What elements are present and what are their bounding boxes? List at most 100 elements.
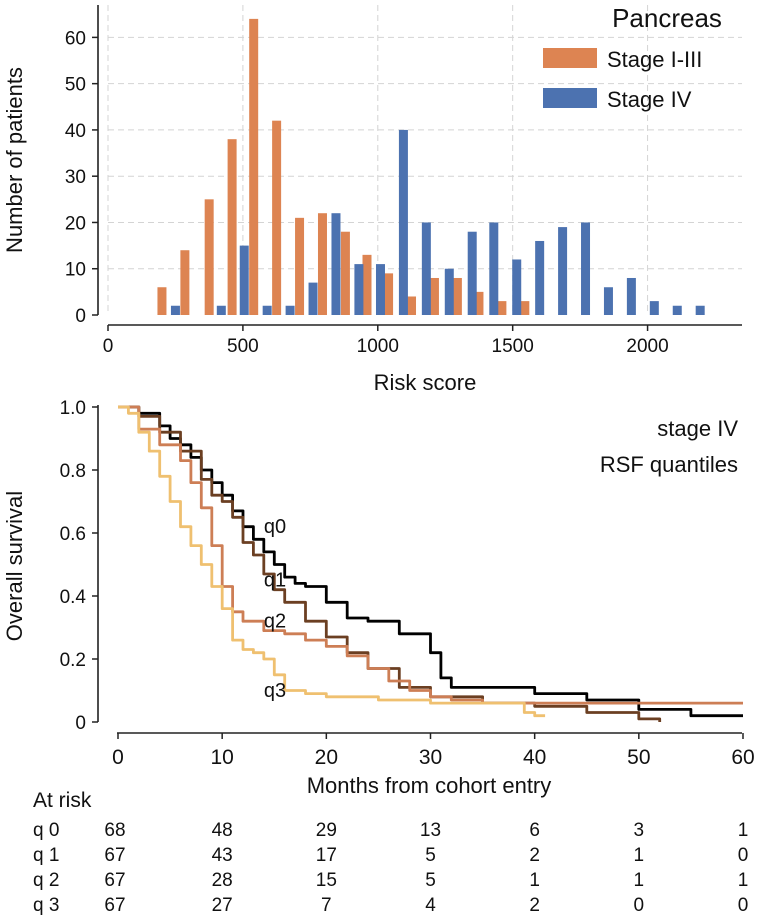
bar-stage-i-iii bbox=[249, 18, 259, 316]
bar-stage-i-iii bbox=[520, 301, 530, 315]
bar-stage-iv bbox=[672, 305, 682, 315]
survival-x-tick-label: 60 bbox=[731, 746, 754, 769]
histogram-y-tick-label: 30 bbox=[65, 167, 86, 188]
bar-stage-iv bbox=[308, 282, 318, 315]
histogram-panel: 0 10 20 30 40 50 60 0 500 1000 1500 2000 Risk scor… bbox=[2, 3, 742, 395]
histogram-x-tick-label: 2000 bbox=[626, 336, 668, 357]
survival-y-label: Overall survival bbox=[2, 491, 27, 641]
bar-stage-i-iii bbox=[204, 199, 214, 315]
at-risk-count: 0 bbox=[738, 895, 749, 916]
histogram-y-tick-label: 60 bbox=[65, 28, 86, 49]
bar-stage-iv bbox=[216, 305, 226, 315]
histogram-legend: Pancreas Stage I-III Stage IV bbox=[543, 3, 722, 112]
bar-stage-i-iii bbox=[362, 254, 372, 315]
histogram-y-ticks: 0 10 20 30 40 50 60 bbox=[65, 28, 98, 327]
bar-stage-iv bbox=[421, 222, 431, 315]
histogram-x-tick-label: 1500 bbox=[492, 336, 534, 357]
at-risk-count: 1 bbox=[529, 870, 540, 891]
at-risk-count: 4 bbox=[425, 895, 436, 916]
bar-stage-iv bbox=[444, 268, 454, 315]
histogram-x-tick-label: 0 bbox=[103, 336, 114, 357]
at-risk-count: 28 bbox=[212, 870, 233, 891]
bar-stage-iv bbox=[603, 287, 613, 315]
survival-x-ticks: 0 10 20 30 40 50 60 bbox=[112, 733, 755, 769]
at-risk-count: 67 bbox=[104, 895, 125, 916]
survival-y-ticks: 0 0.2 0.4 0.6 0.8 1.0 bbox=[60, 398, 98, 734]
at-risk-row-label: q 3 bbox=[33, 895, 59, 916]
bar-stage-iv bbox=[535, 240, 545, 315]
at-risk-title: At risk bbox=[33, 789, 92, 812]
bar-stage-iv bbox=[512, 259, 522, 315]
bar-stage-iv bbox=[262, 305, 272, 315]
survival-y-tick-label: 0.8 bbox=[60, 461, 86, 482]
at-risk-count: 7 bbox=[321, 895, 332, 916]
curve-label-q2: q2 bbox=[264, 611, 286, 633]
at-risk-count: 17 bbox=[316, 845, 337, 866]
bar-stage-iv bbox=[398, 129, 408, 315]
legend-label-stage-iv: Stage IV bbox=[607, 87, 692, 112]
bar-stage-i-iii bbox=[429, 277, 439, 315]
at-risk-count: 43 bbox=[212, 845, 233, 866]
survival-panel: 00.20.40.60.81.0 0 10 20 30 40 50 60 q0q1q2q3 … bbox=[2, 398, 755, 798]
at-risk-row-label: q 2 bbox=[33, 870, 59, 891]
survival-curve-labels: q0 q1 q2 q3 bbox=[264, 516, 286, 702]
curve-label-q1: q1 bbox=[264, 570, 286, 592]
bar-stage-i-iii bbox=[497, 301, 507, 315]
at-risk-count: 6 bbox=[529, 820, 540, 841]
histogram-y-tick-label: 40 bbox=[65, 121, 86, 142]
at-risk-count: 67 bbox=[104, 845, 125, 866]
bar-stage-iv bbox=[285, 305, 295, 315]
survival-x-tick-label: 10 bbox=[210, 746, 233, 769]
at-risk-count: 1 bbox=[738, 870, 749, 891]
at-risk-count: 0 bbox=[738, 845, 749, 866]
bar-stage-i-iii bbox=[317, 213, 327, 315]
bar-stage-i-iii bbox=[407, 296, 417, 315]
bar-stage-iv bbox=[649, 301, 659, 315]
bar-stage-iv bbox=[170, 305, 180, 315]
at-risk-count: 15 bbox=[316, 870, 337, 891]
at-risk-count: 0 bbox=[634, 895, 645, 916]
at-risk-table: At risk q 0 68 48 29 13 6 3 1q 1 67 43 17 5 2 1 0q 2 67… bbox=[33, 789, 748, 916]
at-risk-count: 48 bbox=[212, 820, 233, 841]
bar-stage-iv bbox=[558, 227, 568, 315]
survival-x-tick-label: 30 bbox=[419, 746, 442, 769]
bar-stage-i-iii bbox=[340, 231, 350, 315]
at-risk-count: 27 bbox=[212, 895, 233, 916]
bar-stage-i-iii bbox=[474, 291, 484, 315]
survival-x-tick-label: 0 bbox=[112, 746, 124, 769]
at-risk-count: 29 bbox=[316, 820, 337, 841]
bar-stage-iv bbox=[239, 245, 249, 315]
bar-stage-i-iii bbox=[295, 217, 305, 315]
bar-stage-i-iii bbox=[157, 287, 167, 315]
bar-stage-i-iii bbox=[227, 139, 237, 315]
bar-stage-i-iii bbox=[452, 277, 462, 315]
curve-label-q3: q3 bbox=[264, 680, 286, 702]
at-risk-count: 1 bbox=[634, 845, 645, 866]
bar-stage-iv bbox=[354, 264, 364, 315]
bar-stage-iv bbox=[331, 213, 341, 315]
bar-stage-iv bbox=[695, 305, 705, 315]
legend-swatch-stage-iv bbox=[543, 88, 597, 108]
histogram-y-tick-label: 0 bbox=[75, 306, 86, 327]
at-risk-count: 3 bbox=[634, 820, 645, 841]
bar-stage-iv bbox=[489, 222, 499, 315]
legend-label-stage-i-iii: Stage I-III bbox=[607, 47, 702, 72]
histogram-x-ticks: 0 500 1000 1500 2000 bbox=[103, 325, 669, 357]
survival-x-tick-label: 20 bbox=[315, 746, 338, 769]
curve-label-q0: q0 bbox=[264, 516, 286, 538]
at-risk-count: 2 bbox=[529, 845, 540, 866]
bar-stage-i-iii bbox=[180, 250, 190, 315]
at-risk-count: 13 bbox=[420, 820, 441, 841]
histogram-y-label: Number of patients bbox=[2, 67, 27, 253]
survival-x-label: Months from cohort entry bbox=[307, 773, 552, 798]
bar-stage-iv bbox=[467, 231, 477, 315]
at-risk-row-label: q 0 bbox=[33, 820, 59, 841]
survival-y-tick-label: 0 bbox=[75, 713, 86, 734]
legend-swatch-stage-i-iii bbox=[543, 48, 597, 68]
at-risk-rows: q 0 68 48 29 13 6 3 1q 1 67 43 17 5 2 1 0q 2 67 28 15 5 1 1 1… bbox=[33, 820, 748, 916]
survival-y-tick-label: 0.2 bbox=[60, 650, 86, 671]
annotation-stage-iv: stage IV bbox=[657, 416, 738, 441]
legend-title: Pancreas bbox=[612, 3, 722, 33]
survival-curve-q3 bbox=[118, 405, 546, 718]
